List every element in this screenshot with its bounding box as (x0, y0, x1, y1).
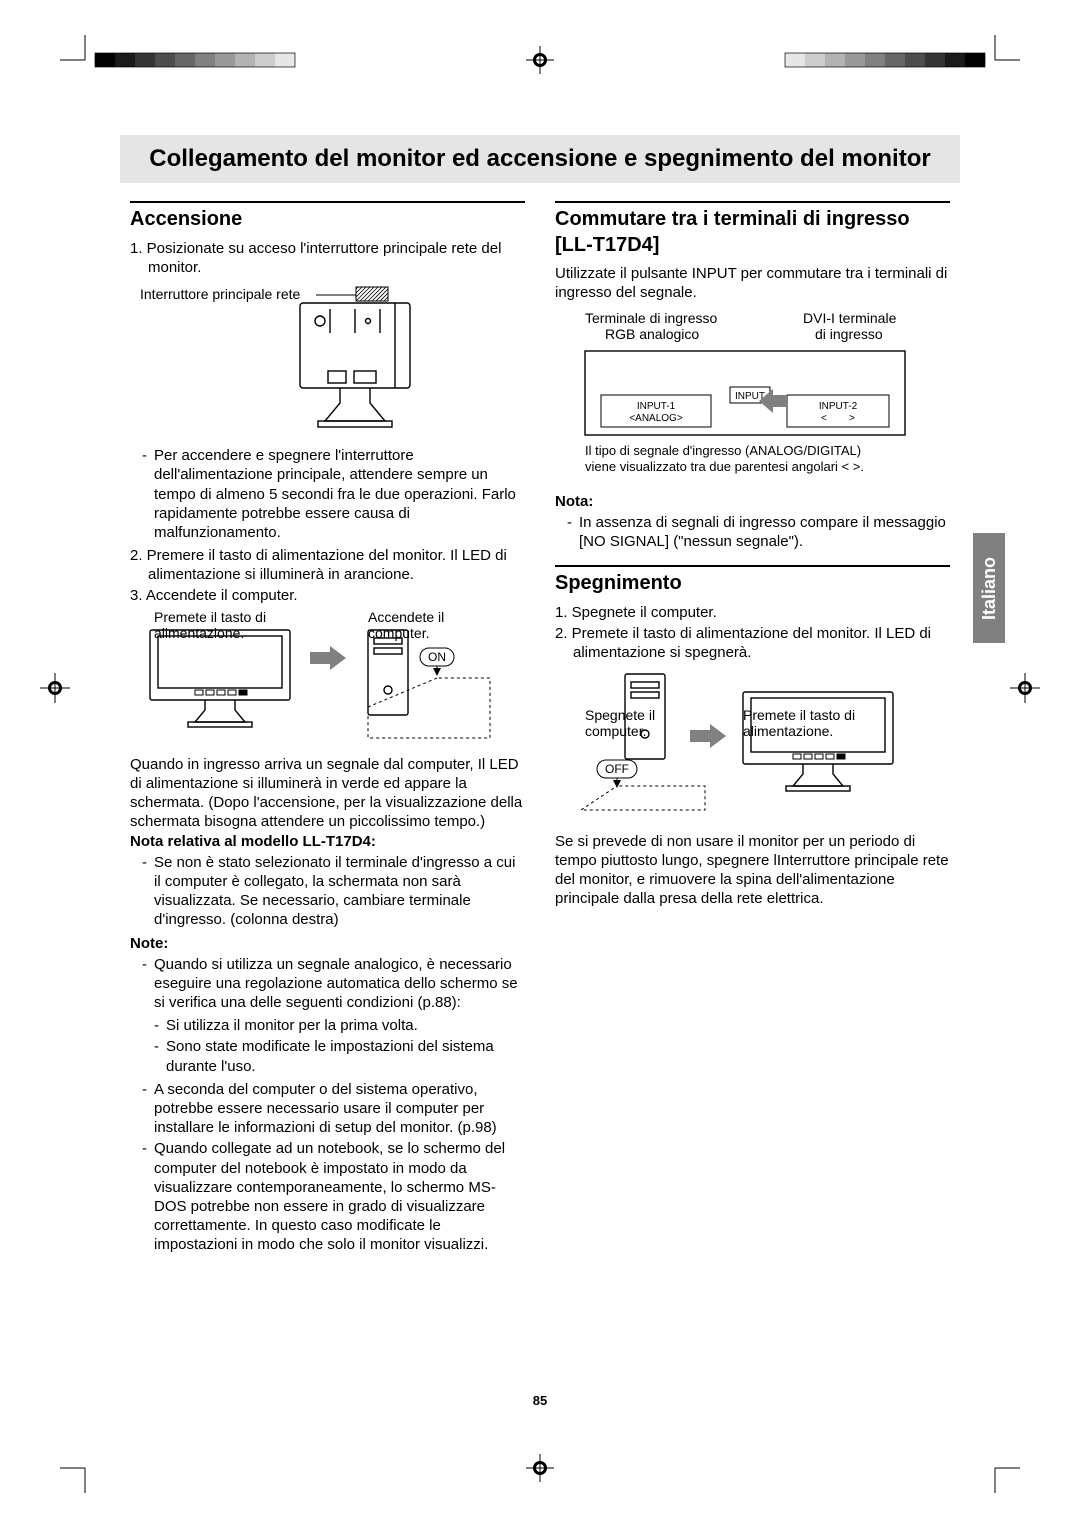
paragraph: Utilizzate il pulsante INPUT per commuta… (555, 264, 950, 302)
note-title: Note: (130, 934, 525, 953)
heading-accensione: Accensione (130, 207, 525, 233)
svg-text:Terminale di ingresso: Terminale di ingresso (585, 310, 717, 326)
figure-input-switch: Terminale di ingresso RGB analogico DVI-… (555, 309, 950, 484)
crop-mark-top-left (60, 35, 100, 75)
rule (555, 201, 950, 203)
svg-text:alimentazione.: alimentazione. (743, 723, 833, 739)
list-item: 3. Accendete il computer. (130, 586, 525, 605)
printer-marks-bottom (0, 1453, 1080, 1483)
svg-text:INPUT-1: INPUT-1 (637, 401, 676, 412)
list-item: 1. Posizionate su acceso l'interruttore … (130, 239, 525, 277)
nota-title: Nota: (555, 492, 950, 511)
list-item: 2. Premete il tasto di alimentazione del… (555, 624, 950, 662)
svg-text:Premete il tasto di: Premete il tasto di (743, 707, 855, 723)
heading-commutare: Commutare tra i terminali di ingresso [L… (555, 207, 950, 258)
heading-spegnimento: Spegnimento (555, 571, 950, 597)
language-tab-label: Italiano (979, 556, 1000, 619)
rule (555, 565, 950, 567)
svg-text:RGB analogico: RGB analogico (605, 326, 699, 342)
list-item: Quando collegate ad un notebook, se lo s… (130, 1139, 525, 1254)
list-item: Sono state modificate le impostazioni de… (130, 1037, 525, 1075)
paragraph: Se si prevede di non usare il monitor pe… (555, 832, 950, 909)
page-number: 85 (0, 1393, 1080, 1408)
note-model-title: Nota relativa al modello LL-T17D4: (130, 832, 525, 851)
list-item: Si utilizza il monitor per la prima volt… (130, 1016, 525, 1035)
svg-text:Il tipo di segnale d'ingresso: Il tipo di segnale d'ingresso (ANALOG/DI… (585, 443, 861, 458)
svg-text:< >: < > (821, 413, 855, 424)
list-item: 1. Spegnete il computer. (555, 603, 950, 622)
svg-text:OFF: OFF (605, 762, 629, 776)
list-item: A seconda del computer o del sistema ope… (130, 1080, 525, 1138)
paragraph: Quando in ingresso arriva un segnale dal… (130, 755, 525, 832)
svg-text:Premete il tasto di: Premete il tasto di (154, 612, 266, 625)
rule (130, 201, 525, 203)
svg-text:INPUT-2: INPUT-2 (819, 401, 858, 412)
list-item: 2. Premere il tasto di alimentazione del… (130, 546, 525, 584)
figure-turn-off: Spegnete il computer. OFF Premete il tas… (555, 668, 950, 823)
svg-text:<ANALOG>: <ANALOG> (629, 413, 683, 424)
language-tab: Italiano (973, 533, 1005, 643)
svg-text:alimentazione.: alimentazione. (154, 625, 244, 641)
page-title: Collegamento del monitor ed accensione e… (120, 135, 960, 183)
svg-text:di ingresso: di ingresso (815, 326, 883, 342)
svg-text:computer.: computer. (585, 723, 646, 739)
list-item: Quando si utilizza un segnale analogico,… (130, 955, 525, 1013)
list-item: Per accendere e spegnere l'interruttore … (130, 446, 525, 542)
figure-power-switch: Interruttore principale rete (130, 283, 525, 438)
crop-mark-top-right (980, 35, 1020, 75)
svg-text:DVI-I terminale: DVI-I terminale (803, 310, 897, 326)
list-item: Se non è stato selezionato il terminale … (130, 853, 525, 930)
figure-label: Interruttore principale rete (140, 286, 301, 302)
printer-marks-top (0, 45, 1080, 75)
content-columns: Accensione 1. Posizionate su acceso l'in… (130, 195, 950, 1259)
svg-text:ON: ON (428, 650, 446, 664)
figure-turn-on: Premete il tasto di alimentazione. Accen… (130, 612, 525, 747)
list-item: In assenza di segnali di ingresso compar… (555, 513, 950, 551)
left-column: Accensione 1. Posizionate su acceso l'in… (130, 195, 525, 1259)
registration-mark-left (40, 673, 70, 708)
svg-text:Spegnete il: Spegnete il (585, 707, 655, 723)
right-column: Commutare tra i terminali di ingresso [L… (555, 195, 950, 1259)
svg-text:Accendete il: Accendete il (368, 612, 444, 625)
registration-mark-right (1010, 673, 1040, 708)
svg-text:viene visualizzato tra due par: viene visualizzato tra due parentesi ang… (585, 459, 864, 474)
